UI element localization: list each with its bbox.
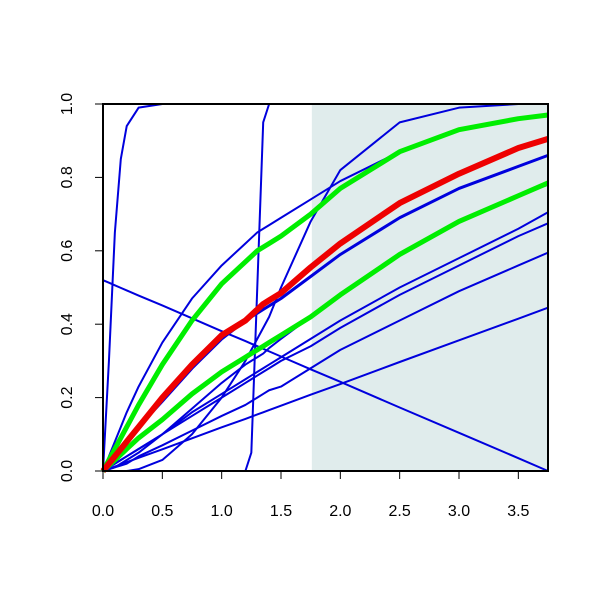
y-tick-label: 1.0	[59, 93, 76, 115]
y-tick-label: 0.0	[59, 460, 76, 482]
y-tick-label: 0.6	[59, 240, 76, 262]
curve	[101, 180, 549, 473]
y-tick-label: 0.8	[59, 166, 76, 188]
x-tick-label: 1.5	[270, 503, 292, 520]
curve	[100, 112, 549, 473]
y-tick-label: 0.4	[59, 313, 76, 335]
x-tick-label: 3.0	[448, 503, 470, 520]
curve	[102, 222, 549, 472]
x-tick-label: 2.5	[389, 503, 411, 520]
curve	[102, 306, 549, 472]
x-tick-label: 3.5	[507, 503, 529, 520]
x-tick-label: 2.0	[329, 503, 351, 520]
curve	[102, 251, 549, 472]
x-tick-label: 1.0	[211, 503, 233, 520]
curve	[102, 279, 549, 472]
x-tick-label: 0.0	[92, 503, 114, 520]
x-tick-label: 0.5	[151, 503, 173, 520]
curve	[100, 136, 549, 473]
y-tick-label: 0.2	[59, 386, 76, 408]
plot-box	[102, 103, 549, 472]
